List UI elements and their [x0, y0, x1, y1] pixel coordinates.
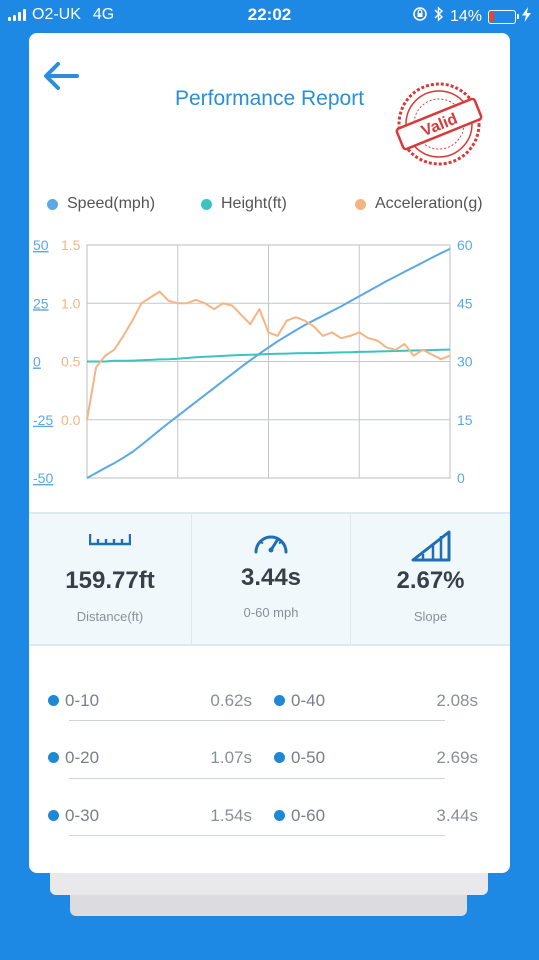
carrier-label: O2-UK: [32, 6, 81, 23]
status-bar: O2-UK 4G 22:02 14%: [0, 0, 539, 32]
legend-acceleration: Acceleration(g): [355, 195, 483, 213]
battery-percent: 14%: [449, 7, 482, 25]
split-row: 0-20 1.07s 0-50 2.69s: [29, 724, 510, 782]
split-item: 0-20 1.07s: [29, 724, 269, 782]
split-dot: [274, 752, 285, 763]
split-label: 0-40: [291, 691, 326, 710]
height-axis-tick: 25: [33, 295, 49, 311]
split-dot: [48, 752, 59, 763]
stats-panel: 159.77ft Distance(ft) 3.44s 0-60 mph 2.6…: [29, 512, 510, 646]
legend-label: Speed(mph): [67, 195, 156, 212]
acceleration-series-line: [86, 290, 451, 420]
slope-value: 2.67%: [396, 567, 465, 594]
row-divider: [69, 835, 445, 836]
split-time: 3.44s: [436, 806, 478, 825]
battery-icon: [488, 9, 519, 24]
legend-dot: [201, 198, 212, 210]
height-axis-tick: -25: [33, 412, 53, 428]
slope-icon: [411, 530, 450, 562]
height-axis-tick: 0: [33, 354, 41, 370]
stat-zero-to-sixty: 3.44s 0-60 mph: [192, 514, 350, 644]
split-item: 0-50 2.69s: [269, 724, 510, 782]
split-dot: [48, 695, 59, 706]
speed-axis-tick: 60: [457, 237, 473, 253]
split-row: 0-30 1.54s 0-60 3.44s: [29, 782, 510, 840]
zero-to-sixty-value: 3.44s: [240, 564, 302, 591]
split-item: 0-60 3.44s: [269, 782, 510, 840]
split-label: 0-50: [291, 748, 326, 767]
legend-dot: [355, 198, 366, 210]
acceleration-axis-tick: 1.5: [61, 237, 81, 253]
distance-label: Distance(ft): [76, 609, 144, 624]
stat-slope: 2.67% Slope: [351, 514, 510, 644]
orientation-lock-icon: [412, 6, 428, 27]
bluetooth-icon: [434, 6, 444, 27]
legend-label: Acceleration(g): [375, 195, 483, 212]
split-time: 0.62s: [210, 691, 252, 710]
signal-icon: [8, 9, 26, 21]
speed-axis-tick: 15: [457, 412, 473, 428]
acceleration-axis-tick: 0.0: [61, 412, 81, 428]
split-dot: [274, 810, 285, 821]
split-label: 0-30: [65, 806, 100, 825]
row-divider: [69, 778, 445, 779]
split-dot: [274, 695, 285, 706]
stat-distance: 159.77ft Distance(ft): [29, 514, 191, 644]
legend-height: Height(ft): [201, 195, 287, 213]
split-time: 1.54s: [210, 806, 252, 825]
split-row: 0-10 0.62s 0-40 2.08s: [29, 667, 510, 725]
clock: 22:02: [247, 5, 292, 24]
split-time: 1.07s: [210, 748, 252, 767]
back-button[interactable]: [41, 59, 81, 93]
slope-label: Slope: [413, 609, 448, 624]
split-label: 0-10: [65, 691, 100, 710]
speedometer-icon: [254, 535, 288, 554]
distance-value: 159.77ft: [65, 567, 155, 594]
speed-series-line: [86, 247, 451, 479]
height-axis-tick: -50: [33, 470, 53, 486]
split-label: 0-20: [65, 748, 100, 767]
row-divider: [69, 720, 445, 721]
split-dot: [48, 810, 59, 821]
split-time: 2.69s: [436, 748, 478, 767]
network-label: 4G: [92, 6, 115, 23]
divider: [350, 514, 351, 644]
charging-icon: [522, 6, 531, 27]
zero-to-sixty-label: 0-60 mph: [243, 605, 299, 620]
speed-axis-tick: 45: [457, 295, 473, 311]
performance-chart: 50 25 0 -25 -50 1.5 1.0 0.5 0.0 60 45 30 15 0: [33, 237, 473, 486]
split-item: 0-10 0.62s: [29, 667, 269, 725]
speed-axis-tick: 0: [457, 470, 465, 486]
split-time: 2.08s: [436, 691, 478, 710]
split-label: 0-60: [291, 806, 326, 825]
legend-speed: Speed(mph): [47, 195, 155, 213]
acceleration-axis-tick: 1.0: [61, 295, 81, 311]
speed-axis-tick: 30: [457, 354, 473, 370]
report-card: Performance Report Valid Speed(mph) Heig…: [29, 33, 510, 873]
split-item: 0-30 1.54s: [29, 782, 269, 840]
acceleration-axis-tick: 0.5: [61, 354, 81, 370]
split-item: 0-40 2.08s: [269, 667, 510, 725]
valid-stamp: Valid: [395, 82, 483, 166]
height-axis-tick: 50: [33, 237, 49, 253]
ruler-icon: [89, 534, 131, 546]
height-series-line: [87, 348, 451, 363]
legend-label: Height(ft): [221, 195, 287, 212]
legend-dot: [47, 198, 58, 210]
page-title: Performance Report: [174, 87, 365, 110]
divider: [191, 514, 192, 644]
arrow-left-icon: [44, 62, 79, 90]
